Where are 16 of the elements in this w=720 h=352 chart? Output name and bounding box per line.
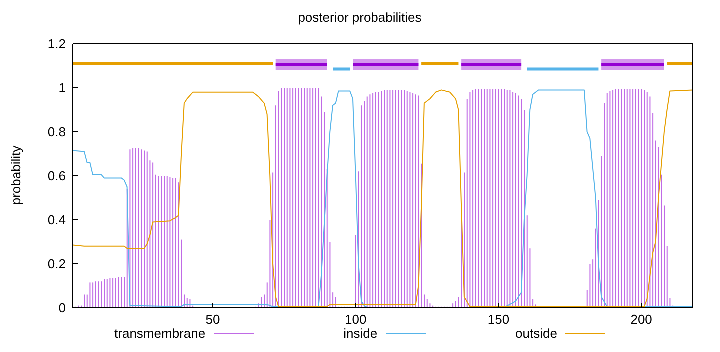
legend-label: outside (516, 326, 558, 341)
legend-label: inside (344, 326, 378, 341)
y-tick-label: 1.2 (48, 36, 66, 52)
y-tick-label: 0.8 (48, 124, 66, 140)
x-tick-label: 150 (488, 312, 510, 328)
legend-label: transmembrane (114, 326, 206, 341)
x-tick-label: 200 (630, 312, 652, 328)
y-tick-label: 1 (58, 80, 66, 96)
y-tick-label: 0.2 (48, 256, 66, 272)
y-tick-label: 0.6 (48, 168, 66, 184)
y-tick-label: 0.4 (48, 212, 66, 228)
chart-title: posterior probabilities (297, 10, 423, 25)
x-tick-label: 100 (345, 312, 367, 328)
y-tick-label: 0 (58, 300, 66, 316)
y-axis-title: probability (8, 144, 24, 208)
x-tick-label: 50 (206, 312, 220, 328)
